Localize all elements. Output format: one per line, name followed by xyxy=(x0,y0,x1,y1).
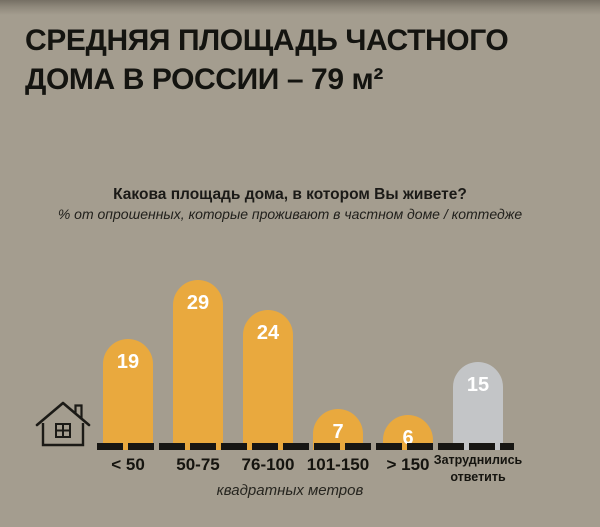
chart-question: Какова площадь дома, в котором Вы живете… xyxy=(113,186,467,203)
bar-value-label: 29 xyxy=(186,292,210,314)
bar-value-label: 6 xyxy=(402,427,414,449)
bar-value-label: 24 xyxy=(256,322,280,344)
page-title-line1: СРЕДНЯЯ ПЛОЩАДЬ ЧАСТНОГО xyxy=(25,24,509,57)
bar: 29 xyxy=(173,280,223,450)
page-title-line2: ДОМА В РОССИИ – 79 м² xyxy=(25,63,383,96)
bar: 15 xyxy=(453,362,503,450)
x-axis-line xyxy=(97,443,514,450)
bar-category-label: 50-75 xyxy=(176,455,220,474)
x-axis-title: квадратных метров xyxy=(216,482,364,499)
bar: 24 xyxy=(243,310,293,450)
bar-value-label: 15 xyxy=(466,374,490,396)
bar-category-label: < 50 xyxy=(111,455,145,474)
bar-category-label: Затруднились ответить xyxy=(433,453,523,484)
bar-value-label: 19 xyxy=(116,351,140,373)
bar-category-label: > 150 xyxy=(386,455,430,474)
bar-category-label: 101-150 xyxy=(306,455,370,474)
page-title: СРЕДНЯЯ ПЛОЩАДЬ ЧАСТНОГО ДОМА В РОССИИ – … xyxy=(25,21,509,99)
bar-category-label: 76-100 xyxy=(241,455,295,474)
house-icon xyxy=(35,401,91,447)
bar: 19 xyxy=(103,339,153,450)
chart-subtitle: % от опрошенных, которые проживают в час… xyxy=(57,206,523,222)
bar-value-label: 7 xyxy=(332,421,344,443)
